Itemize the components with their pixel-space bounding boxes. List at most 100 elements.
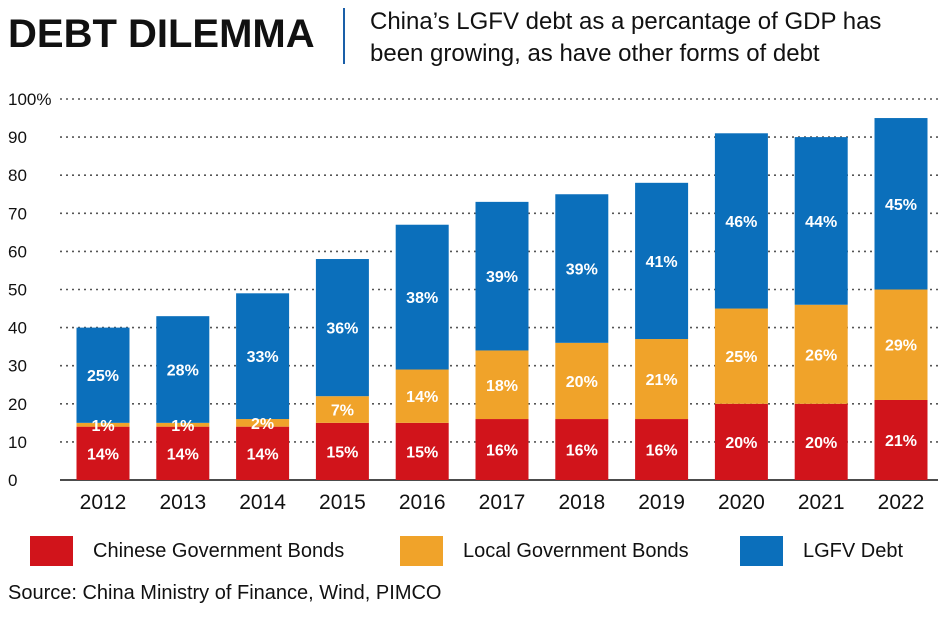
title-divider bbox=[343, 8, 345, 64]
x-tick-label: 2017 bbox=[479, 491, 526, 514]
bar-segment bbox=[395, 422, 449, 480]
data-label: 18% bbox=[486, 378, 518, 395]
data-label: 28% bbox=[167, 363, 199, 380]
bar-segment bbox=[874, 399, 928, 480]
source-note: Source: China Ministry of Finance, Wind,… bbox=[8, 582, 442, 604]
bar-segment bbox=[714, 403, 768, 480]
data-label: 46% bbox=[725, 214, 757, 231]
x-tick-label: 2012 bbox=[80, 491, 127, 514]
data-label: 39% bbox=[566, 262, 598, 279]
x-tick-label: 2016 bbox=[399, 491, 446, 514]
y-tick-label: 40 bbox=[8, 319, 27, 338]
bar-segment bbox=[794, 304, 848, 404]
y-tick-label: 0 bbox=[8, 471, 17, 490]
data-label: 21% bbox=[646, 372, 678, 389]
y-axis-ticks: 0 10 20 30 40 50 60 70 80 90 100% bbox=[8, 90, 51, 490]
data-label: 16% bbox=[566, 443, 598, 460]
data-label: 26% bbox=[805, 347, 837, 364]
bar-segment bbox=[156, 316, 210, 423]
bar-segment bbox=[874, 118, 928, 290]
bar-segment bbox=[236, 419, 290, 427]
legend-swatch-chinese-government-bonds bbox=[30, 536, 73, 566]
data-label: 14% bbox=[167, 446, 199, 463]
legend-item-local-government-bonds: Local Government Bonds bbox=[400, 535, 689, 567]
y-tick-label: 80 bbox=[8, 166, 27, 185]
bar-segment bbox=[714, 133, 768, 309]
data-label: 20% bbox=[566, 374, 598, 391]
data-label: 16% bbox=[646, 443, 678, 460]
x-tick-label: 2022 bbox=[878, 491, 925, 514]
bar-segment bbox=[475, 201, 529, 351]
data-label: 15% bbox=[326, 444, 358, 461]
data-label: 39% bbox=[486, 269, 518, 286]
bar-segment bbox=[874, 289, 928, 400]
data-label: 20% bbox=[805, 435, 837, 452]
data-label: 25% bbox=[725, 349, 757, 366]
data-label: 1% bbox=[91, 418, 114, 435]
bar-segment bbox=[794, 403, 848, 480]
bar-segment bbox=[635, 419, 689, 480]
y-tick-label: 100% bbox=[8, 90, 51, 109]
data-label: 41% bbox=[646, 254, 678, 271]
legend-label: Local Government Bonds bbox=[463, 539, 689, 562]
bar-segment bbox=[156, 422, 210, 427]
data-label: 15% bbox=[406, 444, 438, 461]
data-label: 14% bbox=[406, 389, 438, 406]
data-label: 33% bbox=[247, 349, 279, 366]
bar-segment bbox=[714, 308, 768, 404]
data-label: 14% bbox=[247, 446, 279, 463]
x-tick-label: 2019 bbox=[638, 491, 685, 514]
bars bbox=[76, 118, 928, 480]
y-tick-label: 30 bbox=[8, 357, 27, 376]
data-label: 38% bbox=[406, 290, 438, 307]
bar-segment bbox=[236, 293, 290, 420]
legend-label: Chinese Government Bonds bbox=[93, 539, 345, 562]
x-tick-label: 2013 bbox=[159, 491, 206, 514]
data-label: 1% bbox=[171, 418, 194, 435]
bar-segment bbox=[555, 419, 609, 480]
data-label: 36% bbox=[326, 321, 358, 338]
data-label: 25% bbox=[87, 368, 119, 385]
x-tick-label: 2015 bbox=[319, 491, 366, 514]
data-labels: 14% 1% 25% 14% 1% 28% 14% 2% 33% 15% 7% 36% 15% 14% 38… bbox=[87, 197, 917, 464]
data-label: 44% bbox=[805, 214, 837, 231]
bar-segment bbox=[635, 182, 689, 340]
stacked-bar-chart: 14% 1% 25% 14% 1% 28% 14% 2% 33% 15% 7% 36% 15% 14% 38… bbox=[8, 90, 938, 514]
data-label: 45% bbox=[885, 197, 917, 214]
x-tick-label: 2020 bbox=[718, 491, 765, 514]
bar-segment bbox=[475, 419, 529, 480]
bar-segment bbox=[555, 342, 609, 420]
bar-segment bbox=[395, 369, 449, 423]
y-tick-label: 90 bbox=[8, 128, 27, 147]
legend-item-chinese-government-bonds: Chinese Government Bonds bbox=[30, 535, 344, 567]
bar-segment bbox=[315, 259, 369, 397]
bar-segment bbox=[475, 350, 529, 420]
bar-segment bbox=[156, 426, 210, 480]
chart-subtitle: China’s LGFV debt as a percantage of GDP… bbox=[370, 8, 882, 67]
data-label: 20% bbox=[725, 435, 757, 452]
bar-segment bbox=[635, 339, 689, 420]
data-label: 21% bbox=[885, 433, 917, 450]
bar-segment bbox=[555, 194, 609, 343]
chart-title: DEBT DILEMMA bbox=[8, 12, 315, 56]
data-label: 14% bbox=[87, 446, 119, 463]
y-tick-label: 20 bbox=[8, 395, 27, 414]
legend-swatch-local-government-bonds bbox=[400, 536, 443, 566]
bar-segment bbox=[76, 327, 130, 423]
bar-segment bbox=[236, 426, 290, 480]
bar-segment bbox=[315, 422, 369, 480]
y-tick-label: 10 bbox=[8, 433, 27, 452]
x-tick-label: 2018 bbox=[558, 491, 605, 514]
bar-segment bbox=[794, 137, 848, 305]
bar-segment bbox=[315, 396, 369, 423]
y-tick-label: 50 bbox=[8, 281, 27, 300]
data-label: 2% bbox=[251, 416, 274, 433]
y-tick-label: 60 bbox=[8, 242, 27, 261]
data-label: 16% bbox=[486, 443, 518, 460]
x-tick-label: 2021 bbox=[798, 491, 845, 514]
x-tick-label: 2014 bbox=[239, 491, 286, 514]
x-axis-ticks: 2012 2013 2014 2015 2016 2017 2018 2019 2020 2021… bbox=[80, 491, 925, 514]
bar-segment bbox=[76, 426, 130, 480]
legend-swatch-lgfv-debt bbox=[740, 536, 783, 566]
data-label: 29% bbox=[885, 338, 917, 355]
